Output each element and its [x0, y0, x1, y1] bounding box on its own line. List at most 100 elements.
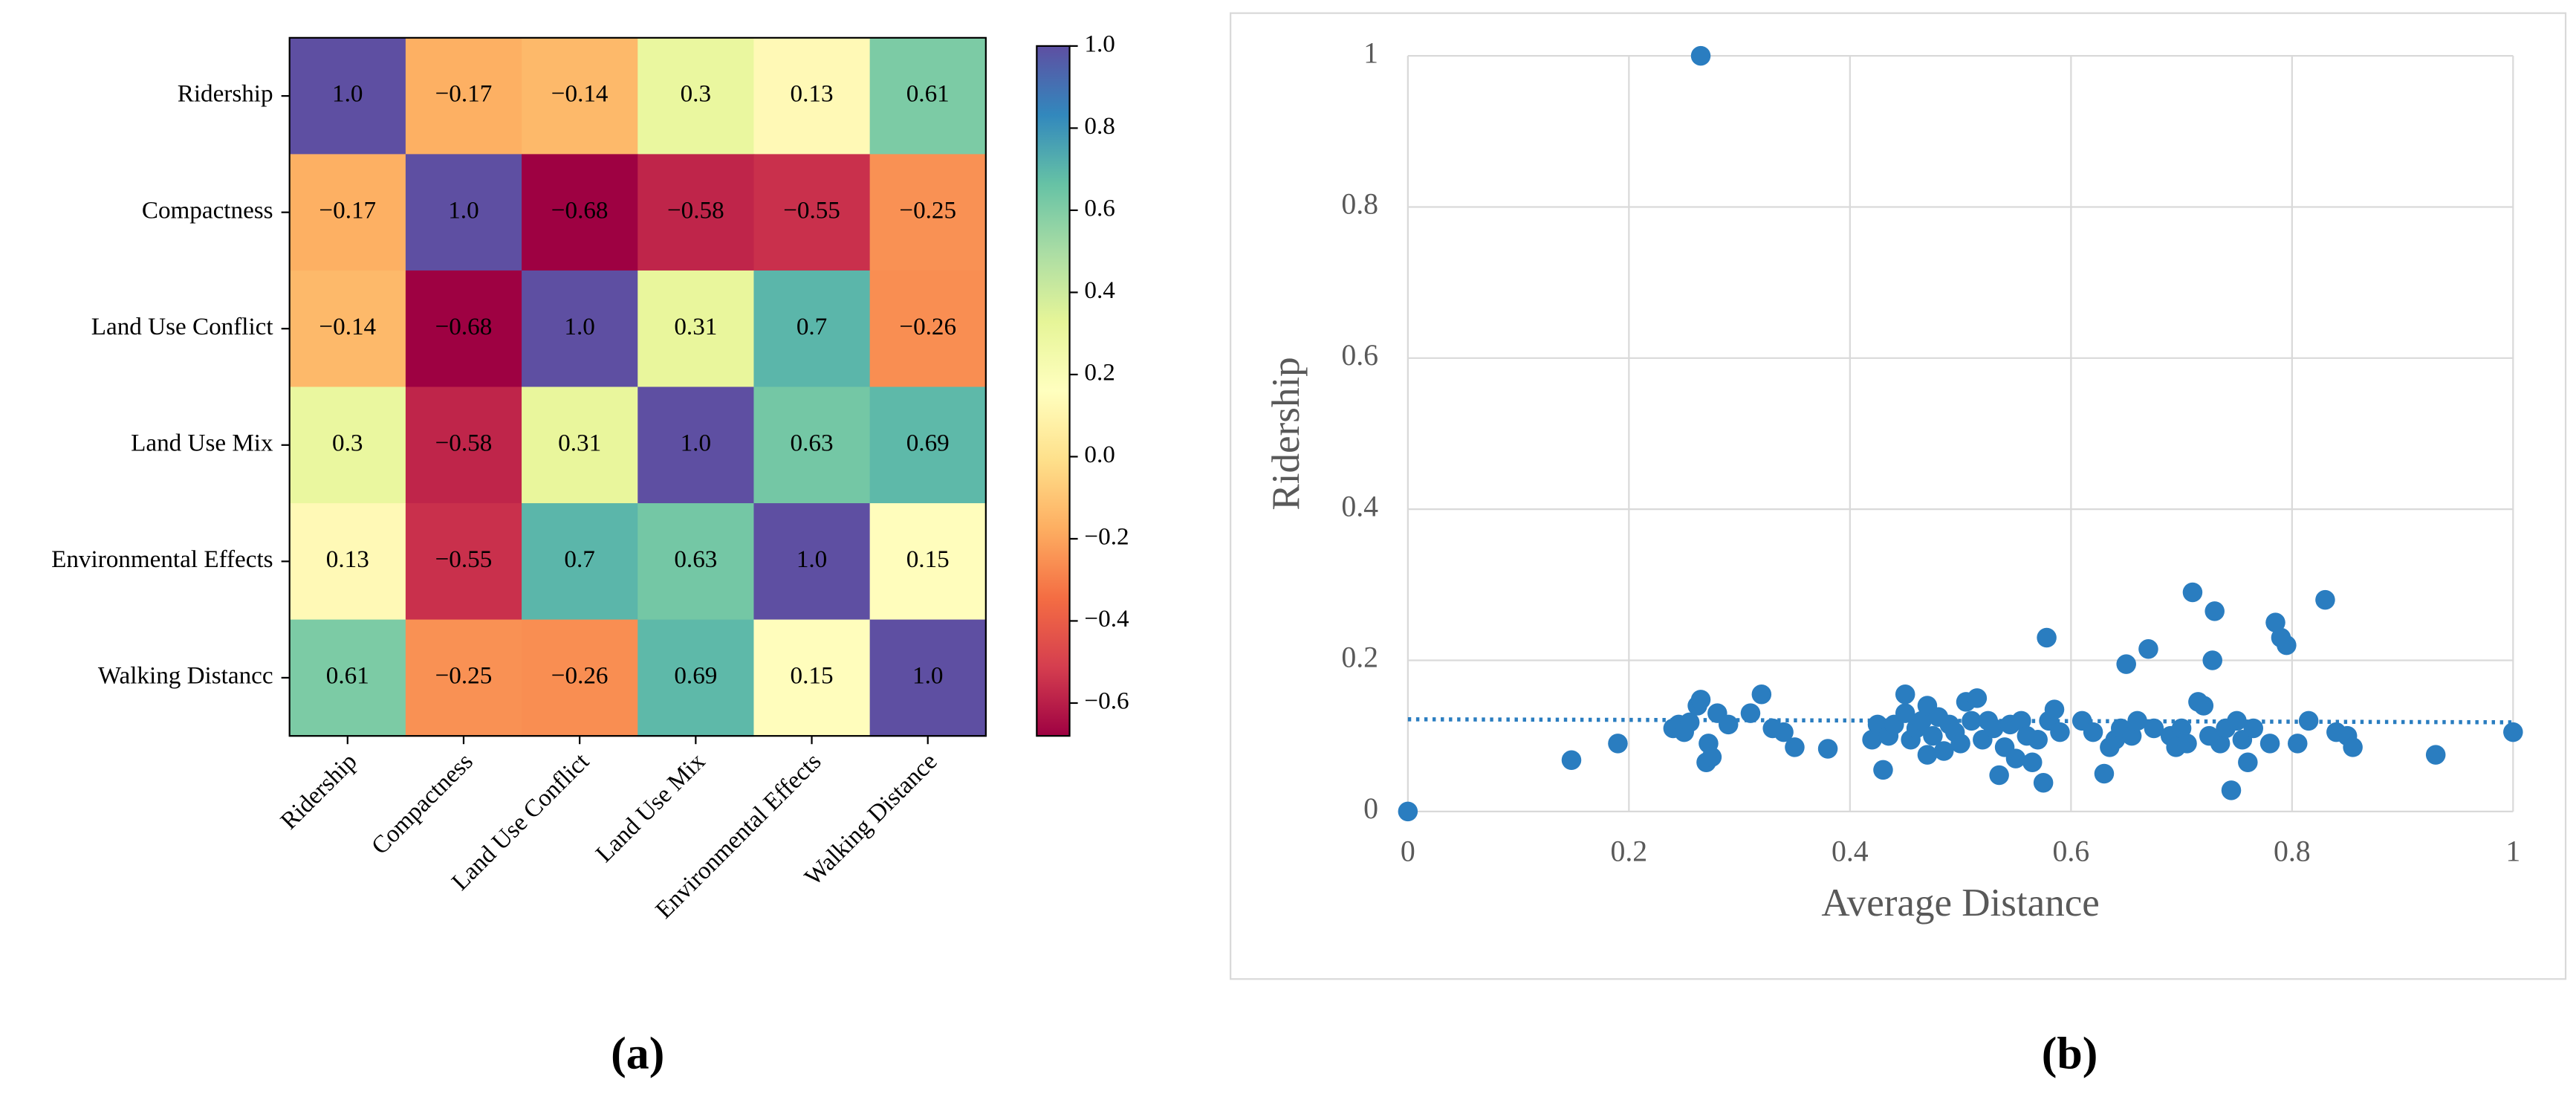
- scatter-point: [1967, 688, 1988, 708]
- scatter-point: [1950, 734, 1970, 754]
- cell-label: 0.63: [674, 546, 717, 573]
- scatter-point: [2037, 627, 2057, 648]
- heatmap-cell: [869, 386, 987, 505]
- cell-label: 0.31: [674, 313, 717, 340]
- scatter-point: [2343, 737, 2363, 757]
- cell-label: −0.68: [435, 313, 493, 340]
- scatter-point: [1962, 711, 1982, 731]
- cell-label: −0.55: [783, 196, 840, 224]
- scatter-point: [2202, 650, 2222, 670]
- cell-label: −0.55: [435, 546, 493, 573]
- heatmap-cell: [869, 270, 987, 388]
- cell-label: −0.17: [435, 80, 493, 108]
- y-tick-label: 0.4: [1341, 490, 1378, 522]
- panel-label: (a): [611, 1029, 664, 1079]
- cell-label: 1.0: [681, 429, 711, 456]
- scatter-point: [2243, 718, 2264, 739]
- scatter-point: [2238, 752, 2258, 773]
- x-tick-label: 0.8: [2274, 835, 2311, 867]
- heatmap-cell: [637, 503, 755, 621]
- cell-label: 0.61: [906, 80, 950, 108]
- colorbar-tick-label: 1.0: [1084, 30, 1115, 57]
- y-tick-label: 1: [1363, 36, 1378, 69]
- heatmap-border: [288, 36, 987, 737]
- y-tick-label: Land Use Conflict: [91, 313, 274, 340]
- y-tick-label: 0: [1363, 792, 1378, 825]
- colorbar-tick-label: 0.4: [1084, 276, 1115, 304]
- scatter-point: [2503, 722, 2523, 742]
- cell-label: 0.15: [906, 546, 950, 573]
- heatmap-cell: [637, 386, 755, 505]
- heatmap-cell: [405, 37, 523, 155]
- heatmap-cell: [522, 37, 639, 155]
- x-tick-label: Land Use Mix: [591, 748, 711, 868]
- scatter-point: [1873, 760, 1893, 780]
- heatmap-cell: [405, 270, 523, 388]
- x-tick-label: Ridership: [275, 748, 362, 835]
- x-tick-label: 0.4: [1832, 835, 1869, 867]
- scatter-point: [1774, 722, 1794, 742]
- heatmap-cell: [522, 503, 639, 621]
- scatter-point: [2033, 772, 2054, 793]
- scatter-point: [2144, 718, 2164, 739]
- cell-label: −0.58: [667, 196, 724, 224]
- scatter-point: [2116, 654, 2136, 674]
- colorbar-tick-label: −0.6: [1084, 687, 1129, 715]
- heatmap-cell: [289, 619, 406, 737]
- heatmap-cell: [869, 37, 987, 155]
- cell-label: 0.13: [791, 80, 834, 108]
- scatter-point: [2193, 696, 2214, 716]
- heatmap-cell: [753, 386, 871, 505]
- scatter-point: [1817, 739, 1838, 759]
- heatmap-cell: [289, 270, 406, 388]
- colorbar: [1036, 45, 1071, 737]
- cell-label: 1.0: [448, 196, 478, 224]
- scatter-point: [1895, 684, 1915, 705]
- colorbar-tick-label: 0.0: [1084, 441, 1115, 468]
- scatter-point: [1912, 711, 1932, 731]
- heatmap-cell: [637, 154, 755, 272]
- colorbar-tick-label: 0.8: [1084, 112, 1115, 140]
- heatmap-cell: [405, 154, 523, 272]
- scatter-point: [2083, 722, 2103, 742]
- cell-label: 0.7: [564, 546, 594, 573]
- scatter-point: [2171, 718, 2192, 739]
- scatter-point: [1923, 725, 1943, 746]
- scatter-point: [2028, 729, 2048, 750]
- scatter-point: [1895, 703, 1915, 723]
- scatter-point: [2138, 638, 2158, 659]
- scatter-point: [2425, 745, 2446, 765]
- heatmap-cell: [869, 503, 987, 621]
- scatter-point: [2221, 780, 2242, 800]
- x-tick-label: 0.6: [2052, 835, 2089, 867]
- heatmap-cell: [637, 37, 755, 155]
- colorbar-tick-label: 0.2: [1084, 359, 1115, 386]
- scatter-point: [2127, 711, 2147, 731]
- scatter-point: [1690, 690, 1711, 710]
- scatter-point: [1679, 712, 1700, 733]
- x-tick-label: 0: [1401, 835, 1415, 867]
- heatmap-cell: [753, 619, 871, 737]
- scatter-point: [1701, 747, 1722, 767]
- scatter-point: [2094, 763, 2115, 784]
- heatmap-cell: [753, 503, 871, 621]
- x-tick-label: Compactness: [366, 748, 478, 860]
- cell-label: −0.68: [551, 196, 609, 224]
- y-tick-label: Environmental Effects: [51, 546, 273, 573]
- cell-label: −0.14: [551, 80, 609, 108]
- heatmap-cell: [522, 154, 639, 272]
- y-tick-label: Compactness: [142, 196, 273, 224]
- scatter-point: [1561, 750, 1582, 770]
- scatter-frame: [1230, 12, 2567, 980]
- scatter-point: [2277, 635, 2297, 656]
- colorbar-tick-label: 0.6: [1084, 195, 1115, 222]
- cell-label: 0.13: [326, 546, 369, 573]
- cell-label: 1.0: [797, 546, 827, 573]
- scatter-point: [2022, 752, 2043, 773]
- scatter-point: [1398, 801, 1418, 822]
- cell-label: 0.61: [326, 662, 369, 690]
- heatmap-cell: [289, 37, 406, 155]
- scatter-point: [1718, 714, 1739, 735]
